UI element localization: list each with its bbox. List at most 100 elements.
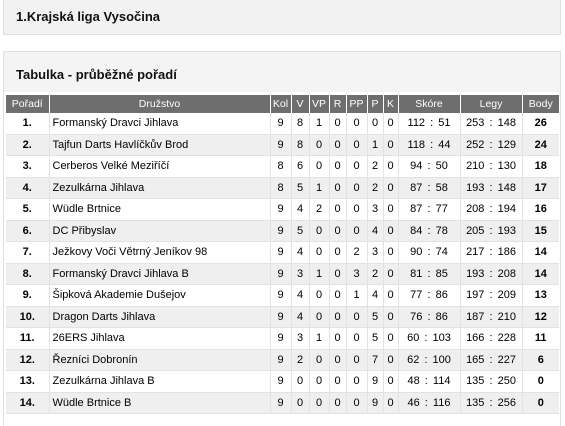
cell-team[interactable]: Tajfun Darts Havlíčkův Brod — [48, 134, 270, 156]
col-header-p[interactable]: P — [366, 95, 383, 113]
cell-points: 18 — [521, 155, 559, 178]
cell-forfeits: 0 — [382, 306, 398, 328]
cell-legs: 252 : 129 — [459, 134, 522, 156]
cell-losses: 1 — [366, 134, 383, 156]
cell-losses-ot: 0 — [345, 327, 367, 350]
cell-team[interactable]: 26ERS Jihlava — [48, 327, 270, 350]
cell-points: 11 — [521, 327, 559, 350]
cell-losses-ot: 0 — [345, 349, 367, 371]
cell-position: 6. — [6, 220, 49, 242]
cell-score: 87 : 77 — [397, 198, 460, 221]
table-row: 10. Dragon Darts Jihlava 9 4 0 0 0 5 0 7… — [6, 306, 559, 328]
cell-position: 9. — [6, 284, 49, 307]
standings-card: Tabulka - průběžné pořadí Pořadí Družstv… — [3, 51, 561, 426]
cell-wins: 3 — [290, 263, 309, 285]
cell-wins-ot: 1 — [308, 327, 329, 350]
cell-rounds: 9 — [269, 263, 291, 285]
cell-team[interactable]: Zezulkárna Jihlava B — [48, 370, 270, 393]
cell-legs: 187 : 210 — [459, 306, 522, 328]
cell-score: 62 : 100 — [397, 349, 460, 371]
cell-losses-ot: 0 — [345, 220, 367, 242]
cell-team[interactable]: Zezulkárna Jihlava — [48, 177, 270, 199]
cell-legs: 193 : 148 — [459, 177, 522, 199]
cell-rounds: 9 — [269, 134, 291, 156]
cell-forfeits: 0 — [382, 241, 398, 264]
col-header-pts[interactable]: Body — [521, 95, 559, 113]
cell-rounds: 9 — [269, 220, 291, 242]
col-header-r[interactable]: R — [328, 95, 346, 113]
col-header-vp[interactable]: VP — [308, 95, 329, 113]
col-header-pp[interactable]: PP — [345, 95, 367, 113]
cell-team[interactable]: Wüdle Brtnice B — [48, 392, 270, 414]
col-header-v[interactable]: V — [290, 95, 309, 113]
cell-team[interactable]: Cerberos Velké Meziříčí — [48, 155, 270, 178]
cell-wins: 4 — [290, 241, 309, 264]
cell-wins: 0 — [290, 392, 309, 414]
cell-position: 8. — [6, 263, 49, 285]
col-header-k[interactable]: K — [382, 95, 398, 113]
cell-position: 3. — [6, 155, 49, 178]
cell-legs: 193 : 208 — [459, 263, 522, 285]
cell-losses: 2 — [366, 155, 383, 178]
table-row: 6. DC Přibyslav 9 5 0 0 0 4 0 84 : 78 20… — [6, 220, 559, 242]
cell-wins: 8 — [290, 113, 309, 135]
cell-wins: 4 — [290, 306, 309, 328]
cell-rounds: 9 — [269, 241, 291, 264]
col-header-score[interactable]: Skóre — [397, 95, 460, 113]
cell-team[interactable]: Ježkovy Voči Větrný Jeníkov 98 — [48, 241, 270, 264]
cell-rounds: 9 — [269, 392, 291, 414]
col-header-kol[interactable]: Kol — [269, 95, 291, 113]
cell-draws: 0 — [328, 306, 346, 328]
cell-wins: 4 — [290, 198, 309, 221]
cell-score: 84 : 78 — [397, 220, 460, 242]
cell-losses-ot: 0 — [345, 306, 367, 328]
col-header-pos[interactable]: Pořadí — [6, 95, 49, 113]
cell-points: 24 — [521, 134, 559, 156]
cell-wins-ot: 1 — [308, 263, 329, 285]
cell-forfeits: 0 — [382, 263, 398, 285]
table-row: 3. Cerberos Velké Meziříčí 8 6 0 0 0 2 0… — [6, 155, 559, 178]
cell-wins-ot: 0 — [308, 134, 329, 156]
cell-points: 14 — [521, 241, 559, 264]
cell-losses-ot: 0 — [345, 155, 367, 178]
cell-forfeits: 0 — [382, 198, 398, 221]
cell-score: 94 : 50 — [397, 155, 460, 178]
cell-losses: 9 — [366, 392, 383, 414]
table-row: 4. Zezulkárna Jihlava 8 5 1 0 0 2 0 87 :… — [6, 177, 559, 199]
cell-team[interactable]: DC Přibyslav — [48, 220, 270, 242]
cell-team[interactable]: Wüdle Brtnice — [48, 198, 270, 221]
cell-points: 13 — [521, 284, 559, 307]
cell-losses: 2 — [366, 177, 383, 199]
table-row: 14. Wüdle Brtnice B 9 0 0 0 0 9 0 46 : 1… — [6, 392, 559, 414]
col-header-legs[interactable]: Legy — [459, 95, 522, 113]
cell-score: 87 : 58 — [397, 177, 460, 199]
cell-draws: 0 — [328, 392, 346, 414]
cell-position: 10. — [6, 306, 49, 328]
cell-draws: 0 — [328, 220, 346, 242]
cell-rounds: 9 — [269, 370, 291, 393]
cell-points: 0 — [521, 392, 559, 414]
cell-team[interactable]: Formanský Dravci Jihlava B — [48, 263, 270, 285]
table-row: 13. Zezulkárna Jihlava B 9 0 0 0 0 9 0 4… — [6, 370, 559, 393]
cell-losses-ot: 0 — [345, 177, 367, 199]
cell-team[interactable]: Formanský Dravci Jihlava — [48, 113, 270, 135]
cell-position: 14. — [6, 392, 49, 414]
cell-wins-ot: 0 — [308, 220, 329, 242]
cell-wins-ot: 0 — [308, 306, 329, 328]
cell-forfeits: 0 — [382, 284, 398, 307]
cell-team[interactable]: Řezníci Dobronín — [48, 349, 270, 371]
cell-losses: 3 — [366, 241, 383, 264]
cell-draws: 0 — [328, 284, 346, 307]
cell-team[interactable]: Šipková Akademie Dušejov — [48, 284, 270, 307]
cell-losses: 0 — [366, 113, 383, 135]
cell-losses: 3 — [366, 198, 383, 221]
cell-team[interactable]: Dragon Darts Jihlava — [48, 306, 270, 328]
table-row: 11. 26ERS Jihlava 9 3 1 0 0 5 0 60 : 103… — [6, 327, 559, 350]
cell-draws: 0 — [328, 198, 346, 221]
cell-rounds: 9 — [269, 327, 291, 350]
cell-wins-ot: 0 — [308, 241, 329, 264]
cell-losses-ot: 3 — [345, 263, 367, 285]
col-header-team[interactable]: Družstvo — [48, 95, 270, 113]
cell-legs: 253 : 148 — [459, 113, 522, 135]
cell-draws: 0 — [328, 134, 346, 156]
